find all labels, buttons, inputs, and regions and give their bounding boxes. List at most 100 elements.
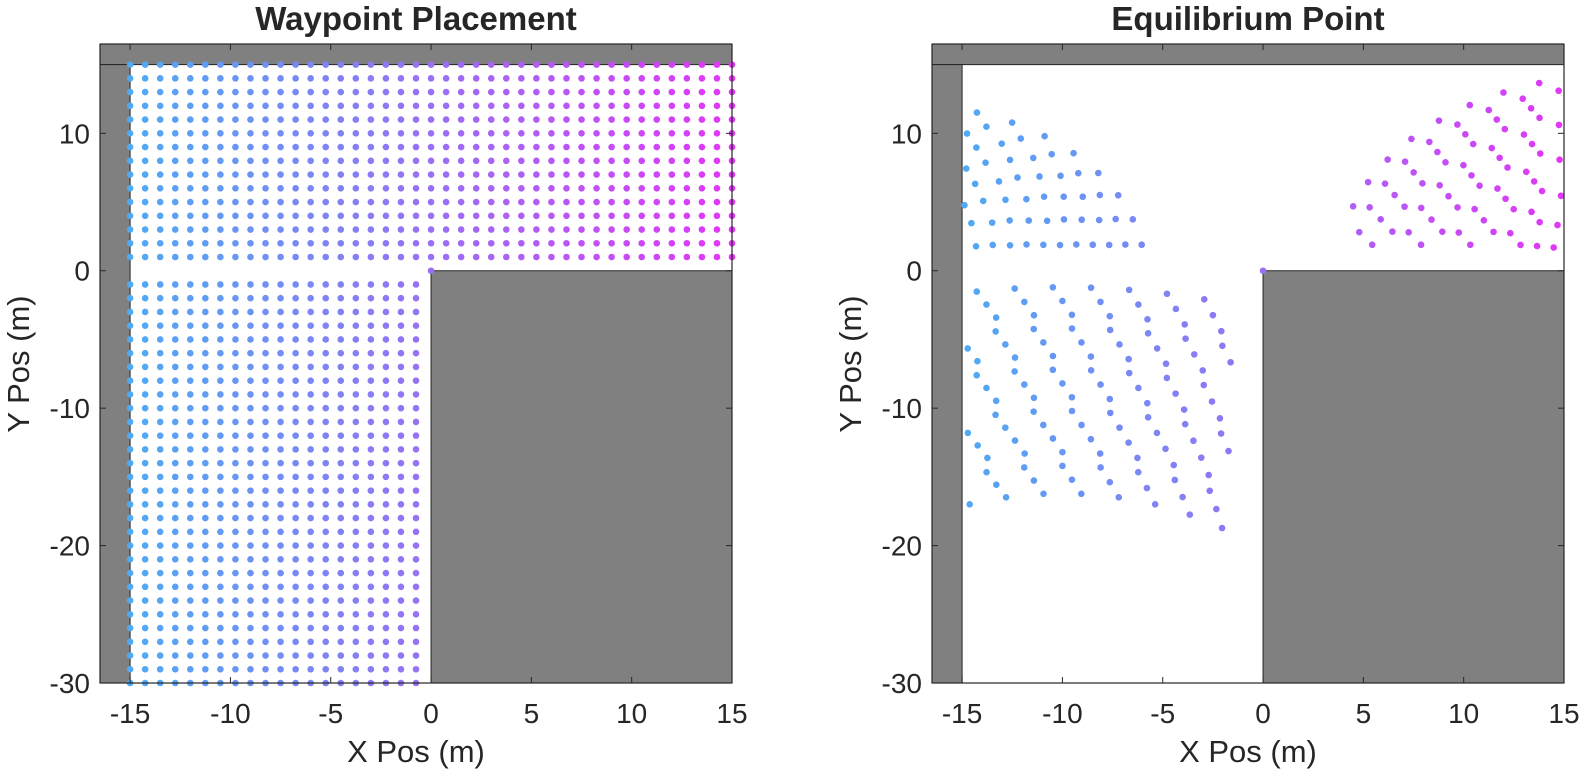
data-point [1068,476,1076,484]
data-point [397,130,405,137]
data-point [156,157,164,165]
data-point [412,102,420,110]
data-point [563,116,570,123]
data-point [322,528,330,536]
data-point [262,638,269,646]
data-point [126,665,134,673]
data-point [247,61,254,68]
data-point [352,542,360,549]
data-point [1476,182,1483,190]
data-point [974,442,981,449]
data-point [217,624,224,632]
data-point [382,542,390,549]
data-point [397,459,405,467]
data-point [126,638,134,646]
data-point [337,322,345,330]
data-point [668,116,676,123]
data-point [171,157,179,165]
data-point [141,130,149,137]
data-point [232,377,239,384]
data-point [1554,221,1561,229]
data-point [186,184,194,192]
data-point [186,349,194,357]
data-point [322,501,330,508]
data-point [307,638,314,646]
data-point [322,294,330,302]
data-point [698,116,706,123]
data-point [322,198,330,206]
data-point [1059,448,1066,456]
data-point [457,226,465,233]
data-point [322,391,330,398]
data-point [668,75,676,82]
data-point [382,102,390,110]
data-point [352,556,360,563]
data-point [1144,414,1152,421]
data-point [217,294,224,302]
data-point [638,226,646,233]
data-point [126,473,134,481]
data-point [322,336,330,343]
data-point [382,501,390,508]
data-point [638,75,646,82]
y-tick-label: -20 [50,531,90,562]
data-point [563,253,570,261]
data-point [262,212,269,220]
data-point [186,652,194,659]
data-point [412,184,420,192]
data-point [277,171,284,178]
data-point [487,212,495,220]
data-point [367,514,375,522]
data-point [156,116,164,123]
data-point [141,391,149,398]
data-point [277,294,284,302]
data-point [397,336,405,343]
data-point [171,184,179,192]
data-point [382,336,390,343]
data-point [337,638,345,646]
data-point [156,102,164,110]
data-point [232,171,239,178]
data-point [1122,241,1129,248]
data-point [126,116,134,123]
data-point [126,75,134,82]
data-point [1209,311,1217,319]
data-point [247,391,254,398]
data-point [992,314,1000,321]
data-point [307,487,314,494]
data-point [277,391,284,398]
data-point [352,349,360,357]
data-point [217,143,224,151]
data-point [156,294,164,302]
data-point [427,198,435,206]
data-point [352,610,360,618]
data-point [472,184,480,192]
data-point [247,432,254,439]
data-point [322,418,330,426]
data-point [472,239,480,247]
data-point [141,171,149,178]
data-point [713,198,721,206]
data-point [292,322,299,330]
data-point [382,281,390,288]
data-point [397,487,405,494]
data-point [1036,173,1043,180]
data-point [337,239,345,247]
data-point [367,363,375,371]
data-point [307,102,314,110]
data-point [713,171,721,178]
data-point [397,542,405,549]
data-point [217,116,224,123]
data-point [502,102,510,110]
data-point [1510,205,1517,213]
data-point [367,638,375,646]
data-point [698,198,706,206]
data-point [397,143,405,151]
data-point [126,501,134,508]
data-point [262,253,269,261]
data-point [668,198,676,206]
data-point [217,322,224,330]
data-point [186,528,194,536]
data-point [217,226,224,233]
data-point [186,665,194,673]
